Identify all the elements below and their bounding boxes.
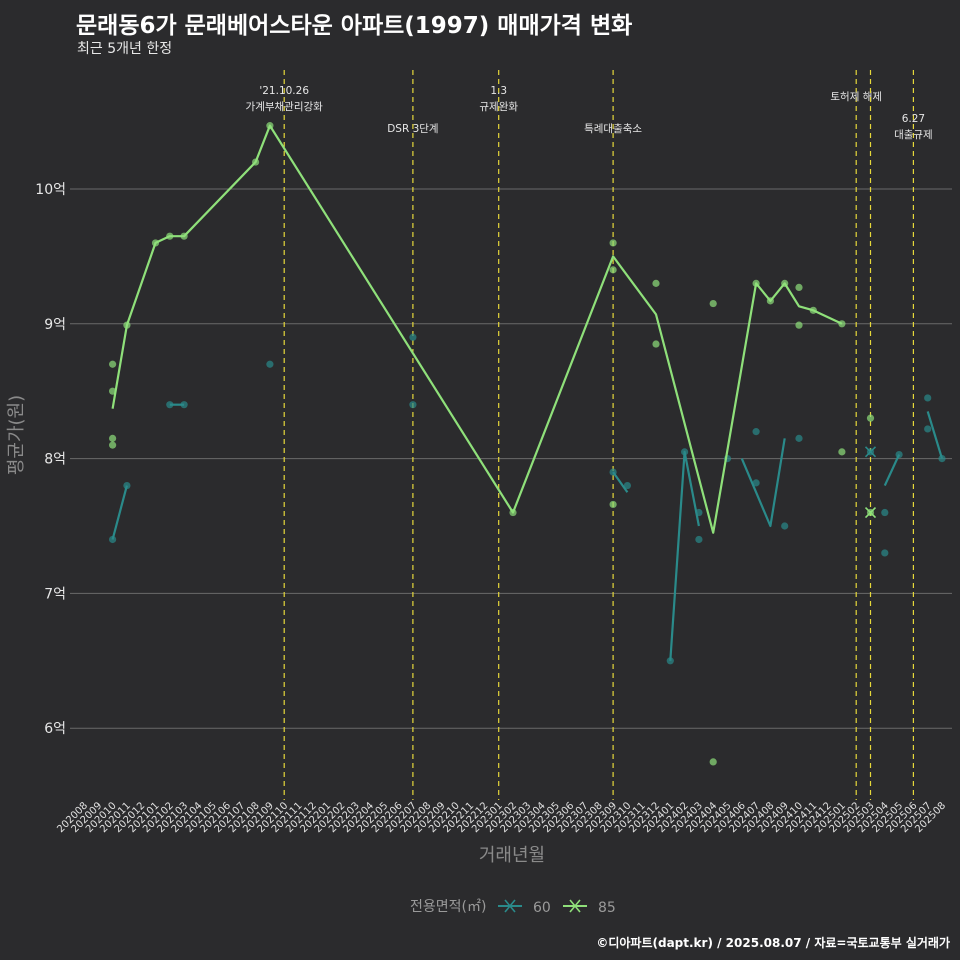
data-point-60 (623, 481, 632, 490)
data-point-85 (866, 414, 875, 422)
data-point-60 (752, 479, 760, 487)
series-line-60 (612, 471, 629, 493)
legend-label: 85 (598, 900, 616, 916)
data-point-85 (795, 321, 803, 329)
data-point-85 (652, 340, 660, 348)
data-point-85 (609, 500, 617, 509)
event-label: 6.27 (902, 113, 925, 125)
y-tick-label: 9억 (44, 317, 66, 333)
x-axis-ticks: 2020082020092020102020112020122021012021… (55, 800, 948, 835)
data-point-85 (109, 360, 117, 368)
data-point-85 (609, 239, 617, 247)
y-tick-label: 10억 (35, 182, 66, 198)
data-point-60 (266, 360, 274, 368)
series-line-60 (669, 450, 700, 661)
x-marker (864, 506, 877, 519)
event-label: 특례대출축소 (584, 123, 642, 135)
y-tick-label: 8억 (44, 452, 66, 468)
data-point-60 (924, 394, 932, 402)
series-line-85 (111, 124, 843, 534)
y-tick-label: 7억 (44, 586, 66, 602)
data-point-85 (609, 266, 617, 274)
data-point-60 (166, 401, 174, 409)
data-point-60 (752, 428, 760, 436)
legend-title: 전용면적(㎡) (410, 899, 486, 915)
data-point-85 (109, 441, 117, 449)
source-caption: ©디아파트(dapt.kr) / 2025.08.07 / 자료=국토교통부 실… (596, 936, 950, 950)
legend-key-marker (569, 899, 581, 913)
series-lines (111, 124, 944, 661)
legend: 전용면적(㎡) 60 85 (410, 899, 616, 916)
data-point-85 (795, 283, 803, 292)
event-label: 대출규제 (894, 129, 933, 141)
event-label: 토허제 해제 (830, 90, 882, 103)
chart-title: 문래동6가 문래베어스타운 아파트(1997) 매매가격 변화 (76, 13, 633, 39)
data-point-60 (881, 508, 889, 517)
series-line-60 (883, 454, 901, 487)
data-point-60 (881, 549, 889, 557)
chart-subtitle: 최근 5개년 한정 (77, 41, 173, 57)
grid-lines (70, 188, 952, 729)
data-points (109, 122, 946, 766)
data-point-85 (652, 279, 660, 287)
data-point-60 (409, 401, 417, 409)
series-line-60 (740, 438, 786, 528)
series-line-60 (111, 485, 128, 540)
data-point-60 (666, 657, 674, 665)
data-point-60 (924, 425, 932, 433)
event-label: 가계부채관리강화 (246, 101, 324, 113)
y-tick-label: 6억 (44, 721, 66, 737)
legend-key-marker (504, 899, 516, 913)
event-label: '21.10.26 (259, 85, 309, 97)
y-axis-ticks: 6억 7억 8억 9억 10억 (35, 182, 66, 737)
y-axis-title: 평균가(원) (6, 395, 27, 475)
series-line-60 (926, 411, 944, 459)
data-point-85 (709, 299, 717, 308)
event-label: DSR 3단계 (387, 123, 438, 135)
data-point-60 (781, 522, 789, 530)
x-marker (864, 446, 877, 458)
data-point-85 (838, 448, 846, 456)
data-point-85 (709, 758, 717, 766)
data-point-85 (109, 434, 117, 442)
legend-label: 60 (533, 900, 551, 916)
data-point-60 (795, 434, 803, 442)
x-axis-title: 거래년월 (479, 845, 545, 866)
event-label: 1.3 (490, 85, 507, 97)
event-label: 규제완화 (479, 100, 518, 113)
data-point-60 (409, 333, 417, 341)
data-point-60 (695, 535, 703, 544)
